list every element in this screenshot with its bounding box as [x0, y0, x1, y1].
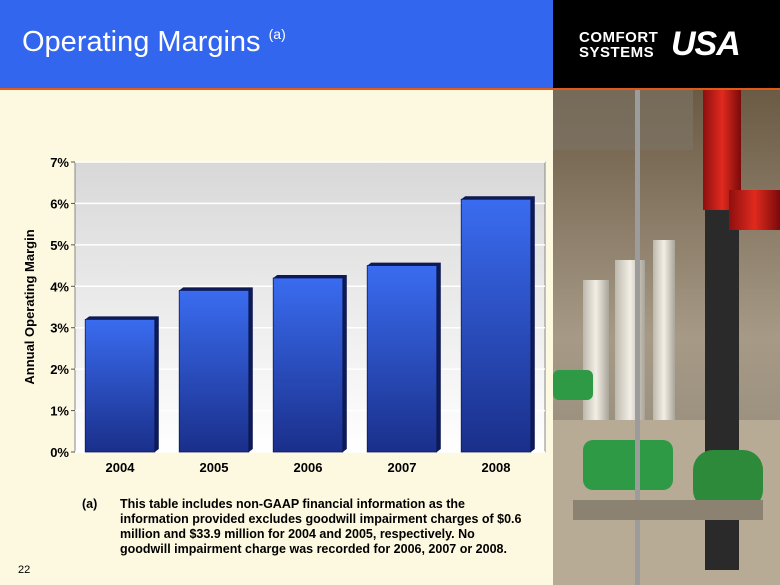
- footnote-text: This table includes non-GAAP financial i…: [120, 497, 522, 556]
- bar: [272, 277, 344, 453]
- bar: [460, 198, 532, 453]
- chart: 0% 1% 2% 3% 4% 5% 6% 7% 2004 2005 2006 2007 2008 Ann…: [22, 155, 546, 475]
- y-tick-label: 7%: [50, 155, 69, 170]
- logo: COMFORT SYSTEMS USA: [553, 0, 780, 88]
- x-tick-label: 2008: [482, 460, 511, 475]
- x-tick-label: 2005: [200, 460, 229, 475]
- y-tick-label: 5%: [50, 238, 69, 253]
- y-tick-label: 1%: [50, 404, 69, 419]
- logo-line: SYSTEMS: [579, 44, 655, 61]
- x-tick-label: 2004: [106, 460, 136, 475]
- x-tick-label: 2006: [294, 460, 323, 475]
- y-axis-label: Annual Operating Margin: [22, 229, 37, 384]
- header-rule: [0, 88, 780, 90]
- y-tick-label: 2%: [50, 362, 69, 377]
- y-tick-label: 4%: [50, 279, 69, 294]
- title-note: (a): [268, 26, 286, 42]
- header-band: Operating Margins (a): [0, 0, 553, 88]
- page-number: 22: [18, 564, 31, 576]
- y-tick-label: 0%: [50, 445, 69, 460]
- title-text: Operating Margins: [22, 26, 261, 58]
- photo: [553, 90, 780, 585]
- slide-title: Operating Margins (a): [22, 26, 286, 59]
- y-tick-label: 6%: [50, 196, 69, 211]
- bar: [84, 319, 156, 453]
- footnote-marker: (a): [82, 497, 98, 511]
- y-tick-label: 3%: [50, 321, 69, 336]
- logo-mark: USA: [671, 25, 741, 63]
- x-tick-label: 2007: [388, 460, 417, 475]
- logo-line: COMFORT: [579, 29, 659, 46]
- bar: [178, 290, 250, 453]
- bar: [366, 265, 438, 453]
